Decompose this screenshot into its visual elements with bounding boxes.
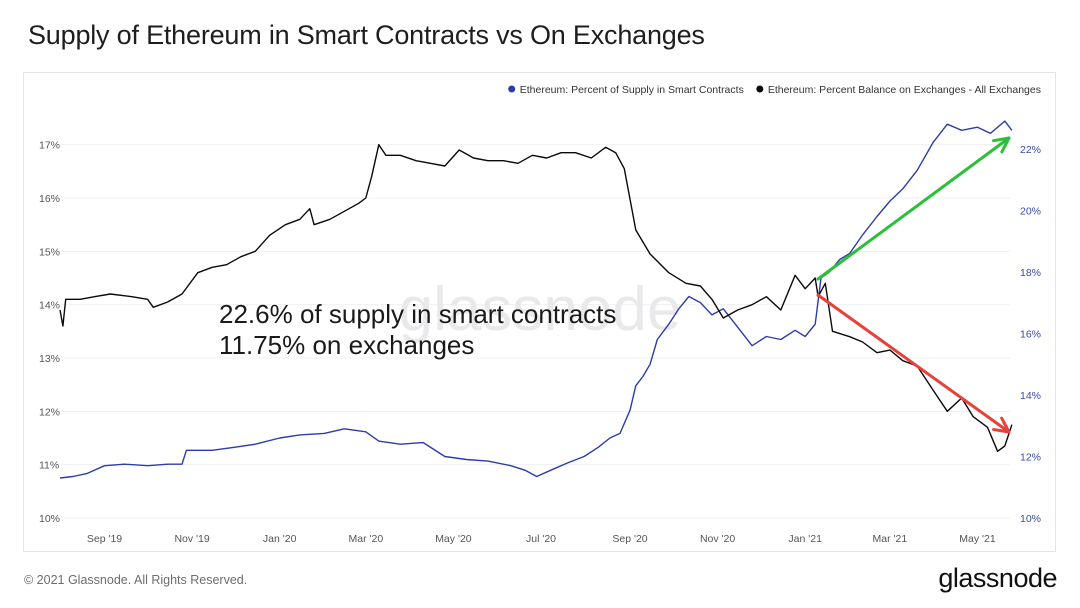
x-tick-label: Nov '19: [174, 533, 209, 545]
trend-arrow-up: [816, 136, 1011, 281]
y-right-tick-label: 18%: [1020, 267, 1041, 279]
legend-label-exchanges: Ethereum: Percent Balance on Exchanges -…: [768, 84, 1041, 96]
x-tick-label: Sep '20: [612, 533, 647, 545]
y-left-tick-label: 13%: [39, 353, 60, 365]
y-left-tick-label: 16%: [39, 193, 60, 205]
copyright-text: © 2021 Glassnode. All Rights Reserved.: [24, 573, 248, 587]
x-tick-label: Mar '21: [873, 533, 908, 545]
legend-dot-smart-contracts: [508, 85, 516, 93]
series-line-exchanges: [59, 143, 1013, 452]
trend-arrow-down: [816, 293, 1011, 434]
y-left-tick-label: 11%: [39, 460, 59, 472]
chart-panel: [23, 72, 1056, 552]
trend-arrow-down-head: [992, 416, 1011, 434]
series-layer: [59, 120, 1013, 479]
y-right-tick-label: 12%: [1020, 451, 1041, 463]
y-left-tick-label: 14%: [39, 300, 60, 312]
x-tick-label: Mar '20: [348, 533, 383, 545]
y-right-tick-label: 14%: [1020, 390, 1041, 402]
y-right-tick-label: 10%: [1020, 513, 1041, 525]
watermark-text: glassnode: [399, 275, 682, 344]
x-tick-label: May '20: [435, 533, 472, 545]
series-line-smart-contracts: [59, 120, 1013, 479]
annotation-box: 22.6% of supply in smart contracts 11.75…: [219, 299, 616, 361]
y-left-tick-label: 10%: [39, 513, 60, 525]
y-left-tick-label: 12%: [39, 406, 60, 418]
axis-layer: 10% 11% 12% 13% 14% 15% 16% 17% 10% 12% 14% 16% 18% 2…: [39, 140, 1041, 545]
y-right-tick-label: 16%: [1020, 328, 1041, 340]
y-left-tick-label: 17%: [39, 140, 60, 152]
y-left-tick-label: 15%: [39, 246, 60, 258]
page-title: Supply of Ethereum in Smart Contracts vs…: [28, 20, 705, 50]
annotation-line-smart-contracts: 22.6% of supply in smart contracts: [219, 299, 617, 329]
legend: Ethereum: Percent Balance on Exchanges -…: [508, 84, 1041, 96]
glassnode-logo: glassnode: [938, 563, 1057, 593]
annotation-line-exchanges: 11.75% on exchanges: [219, 330, 475, 360]
x-tick-label: May '21: [959, 533, 996, 545]
x-tick-label: Jan '20: [263, 533, 297, 545]
trend-arrow-up-shaft: [816, 136, 1011, 281]
trend-arrow-up-head: [992, 136, 1011, 154]
arrow-layer: [816, 136, 1011, 434]
x-tick-label: Jul '20: [526, 533, 556, 545]
y-right-tick-label: 20%: [1020, 205, 1041, 217]
legend-dot-exchanges: [756, 85, 764, 93]
trend-arrow-down-shaft: [816, 293, 1011, 434]
legend-label-smart-contracts: Ethereum: Percent of Supply in Smart Con…: [520, 84, 744, 96]
x-tick-label: Nov '20: [700, 533, 735, 545]
x-tick-label: Jan '21: [788, 533, 822, 545]
y-right-tick-label: 22%: [1020, 144, 1041, 156]
x-tick-label: Sep '19: [87, 533, 122, 545]
